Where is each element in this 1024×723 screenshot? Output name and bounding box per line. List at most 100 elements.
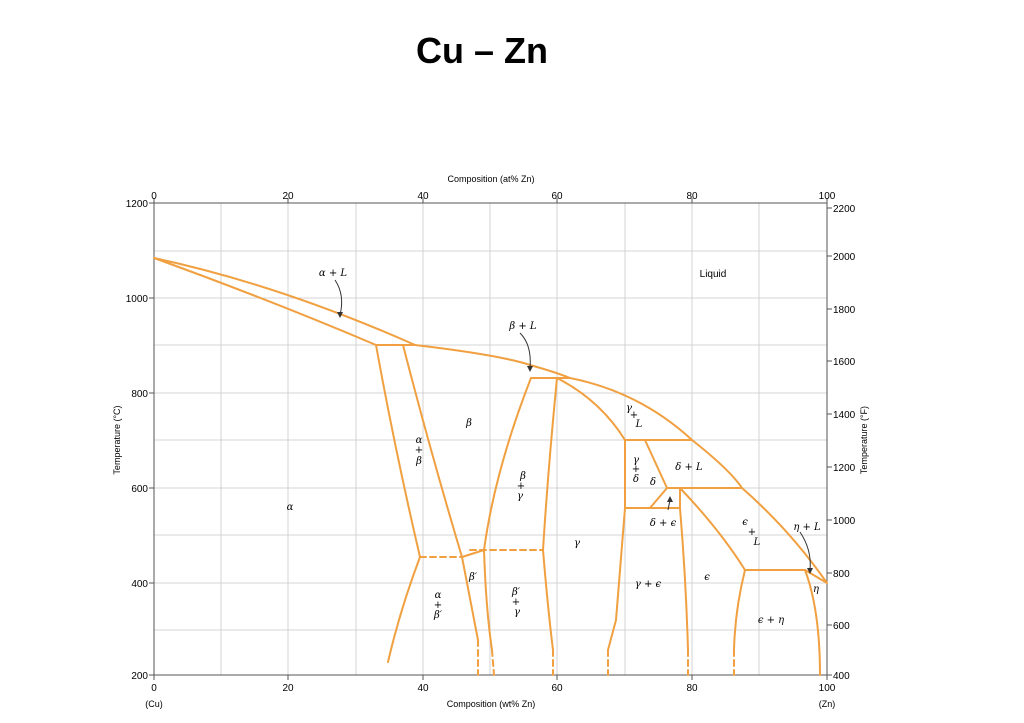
left-tick-800: 800 — [131, 389, 148, 400]
label-alpha: α — [287, 502, 294, 513]
right-tick-1800: 1800 — [833, 305, 856, 316]
right-axis-title: Temperature (°F) — [859, 406, 869, 474]
right-tick-1200: 1200 — [833, 463, 856, 474]
label-beta-gamma-3: γ — [517, 491, 523, 502]
label-eps-l-3: L — [753, 537, 761, 548]
bottom-tick-0: 0 — [151, 683, 157, 694]
label-delta: δ — [650, 477, 656, 488]
top-tick-0: 0 — [151, 191, 157, 202]
eps-left — [679, 487, 689, 651]
label-gamma-l-3: L — [635, 419, 643, 430]
phase-boundaries — [153, 257, 828, 676]
gamma-right-boundary — [607, 439, 626, 651]
top-tick-labels: 0 20 40 60 80 100 — [151, 191, 836, 202]
bottom-tick-60: 60 — [551, 683, 563, 694]
left-tick-400: 400 — [131, 579, 148, 590]
gamma-right-upper — [556, 377, 626, 441]
top-tick-20: 20 — [282, 191, 294, 202]
bottom-tick-40: 40 — [417, 683, 429, 694]
right-tick-2200: 2200 — [833, 204, 856, 215]
beta-prime-boundary — [461, 556, 479, 641]
left-axis-title: Temperature (°C) — [112, 405, 122, 474]
label-gamma-l-2: + — [630, 410, 638, 421]
right-tick-1400: 1400 — [833, 410, 856, 421]
alpha-solvus-lower — [387, 556, 421, 663]
label-alpha-betap-2: + — [434, 600, 442, 611]
eta-liquidus — [804, 569, 828, 584]
label-eta-l: η + L — [793, 522, 821, 533]
cu-end-label: (Cu) — [145, 699, 163, 709]
label-gamma-delta-1: γ — [633, 455, 639, 466]
right-tick-600: 600 — [833, 621, 850, 632]
label-alpha-betap-1: α — [435, 590, 442, 601]
left-tick-600: 600 — [131, 484, 148, 495]
label-eta: η — [813, 584, 819, 595]
delta-left — [644, 439, 668, 489]
left-tick-1200: 1200 — [126, 199, 149, 210]
label-gamma: γ — [574, 538, 580, 549]
label-delta-l: δ + L — [675, 462, 703, 473]
label-beta-gamma-1: β — [519, 471, 526, 482]
label-beta-prime: β′ — [468, 572, 478, 583]
right-tick-800: 800 — [833, 569, 850, 580]
top-tick-40: 40 — [417, 191, 429, 202]
label-eps-l-1: ϵ — [742, 517, 748, 528]
tick-marks — [149, 198, 832, 680]
zn-end-label: (Zn) — [819, 699, 836, 709]
bottom-tick-20: 20 — [282, 683, 294, 694]
label-gamma-delta-3: δ — [633, 474, 639, 485]
top-tick-60: 60 — [551, 191, 563, 202]
gamma-left-boundary — [542, 377, 558, 651]
delta-bottom — [649, 487, 668, 509]
solidus-alpha — [153, 257, 377, 346]
label-alpha-beta-1: α — [416, 435, 423, 446]
plot-frame — [153, 202, 828, 676]
alpha-solvus-upper — [375, 344, 421, 558]
label-alpha-beta-2: + — [415, 445, 423, 456]
beta-right-upper — [483, 377, 532, 651]
bottom-tick-80: 80 — [686, 683, 698, 694]
beta-left-boundary — [402, 344, 463, 558]
right-tick-2000: 2000 — [833, 252, 856, 263]
region-labels: Liquid α + L β + L β α α + β β + γ γ γ +… — [287, 268, 821, 626]
label-alpha-beta-3: β — [415, 456, 422, 467]
eps-right-lower — [733, 569, 746, 651]
right-tick-1600: 1600 — [833, 357, 856, 368]
label-beta-l: β + L — [508, 321, 537, 332]
label-gamma-delta-2: + — [632, 464, 640, 475]
page-title: Cu – Zn — [416, 30, 548, 71]
label-liquid: Liquid — [700, 269, 727, 280]
label-eps: ϵ — [704, 572, 710, 583]
label-gamma-l-1: γ — [626, 403, 632, 414]
label-betap-gamma-2: + — [512, 597, 520, 608]
label-eps-eta: ϵ + η — [758, 615, 784, 626]
right-tick-400: 400 — [833, 671, 850, 682]
top-axis-title: Composition (at% Zn) — [447, 174, 534, 184]
liquidus-cu-side — [153, 257, 571, 379]
label-alpha-betap-3: β′ — [433, 610, 443, 621]
label-alpha-l: α + L — [319, 268, 347, 279]
liquidus-mid — [569, 377, 828, 584]
label-arrows — [334, 279, 813, 574]
left-tick-1000: 1000 — [126, 294, 149, 305]
gridlines — [154, 203, 827, 675]
label-betap-gamma-1: β′ — [511, 587, 521, 598]
label-eps-l-2: + — [748, 527, 756, 538]
label-beta: β — [465, 418, 472, 429]
beta-right-dashed — [491, 649, 495, 676]
label-beta-gamma-2: + — [517, 481, 525, 492]
eta-boundary — [804, 569, 821, 676]
top-tick-100: 100 — [819, 191, 836, 202]
right-tick-labels: 2200 2000 1800 1600 1400 1200 1000 800 6… — [833, 204, 856, 682]
top-tick-80: 80 — [686, 191, 698, 202]
eps-right — [679, 487, 746, 571]
label-delta-eps: δ + ϵ — [650, 518, 677, 529]
left-tick-200: 200 — [131, 671, 148, 682]
bottom-tick-labels: 0 20 40 60 80 100 — [151, 683, 836, 694]
ordering-step — [461, 549, 485, 558]
bottom-axis-title: Composition (wt% Zn) — [447, 699, 536, 709]
right-tick-1000: 1000 — [833, 516, 856, 527]
label-betap-gamma-3: γ — [514, 607, 520, 618]
left-tick-labels: 1200 1000 800 600 400 200 — [126, 199, 149, 682]
